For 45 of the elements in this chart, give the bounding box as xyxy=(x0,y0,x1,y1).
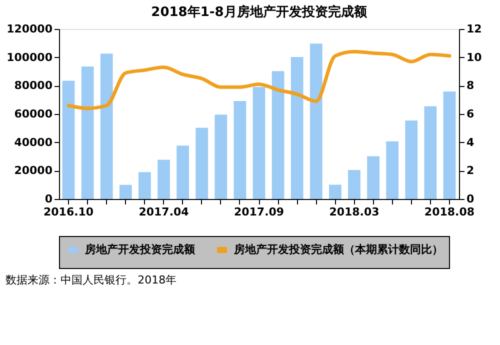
y-tick-label: 60000 xyxy=(14,108,53,120)
bar xyxy=(424,106,437,199)
bar xyxy=(158,160,170,199)
x-tick-label: 2017.09 xyxy=(234,206,284,218)
bar xyxy=(196,128,208,199)
bar xyxy=(214,114,228,199)
bar xyxy=(100,54,113,199)
x-tick-label: 2016.10 xyxy=(43,206,94,218)
bar xyxy=(290,57,304,199)
y-tick-label: 20000 xyxy=(14,164,53,178)
bar xyxy=(234,100,246,199)
y2-tick-label: 10 xyxy=(466,50,482,64)
bar xyxy=(272,71,284,199)
bar xyxy=(119,184,132,199)
x-tick-label: 2018.03 xyxy=(329,206,380,218)
bar xyxy=(176,146,189,199)
legend-label: 房地产开发投资完成额 xyxy=(84,243,196,256)
y-tick-label: 0 xyxy=(44,192,53,206)
bar xyxy=(329,184,342,199)
y-tick-label: 80000 xyxy=(14,79,53,92)
y2-tick-label: 8 xyxy=(466,79,474,92)
bar xyxy=(81,66,94,199)
x-tick-label: 2018.08 xyxy=(424,206,475,218)
bar xyxy=(367,156,380,199)
y2-tick-label: 4 xyxy=(466,136,474,149)
y-tick-label: 100000 xyxy=(6,50,53,64)
y-tick-label: 40000 xyxy=(14,136,53,149)
bar xyxy=(386,141,399,199)
x-tick-label: 2017.04 xyxy=(138,206,190,218)
bar xyxy=(62,80,75,199)
y2-tick-label: 0 xyxy=(466,192,474,206)
bar xyxy=(405,120,418,199)
source-note: 数据来源：中国人民银行。2018年 xyxy=(6,274,177,286)
y2-tick-label: 2 xyxy=(466,164,474,178)
bar xyxy=(348,170,360,199)
bar xyxy=(443,91,456,199)
chart-title: 2018年1-8月房地产开发投资完成额 xyxy=(151,4,368,20)
y-tick-label: 120000 xyxy=(6,22,53,36)
bar xyxy=(252,86,266,199)
legend-label: 房地产开发投资完成额（本期累计数同比） xyxy=(233,243,443,256)
y2-tick-label: 6 xyxy=(466,108,474,120)
y2-tick-label: 12 xyxy=(466,22,482,36)
line-series xyxy=(66,50,452,110)
bar xyxy=(310,44,322,199)
bar xyxy=(138,172,151,199)
